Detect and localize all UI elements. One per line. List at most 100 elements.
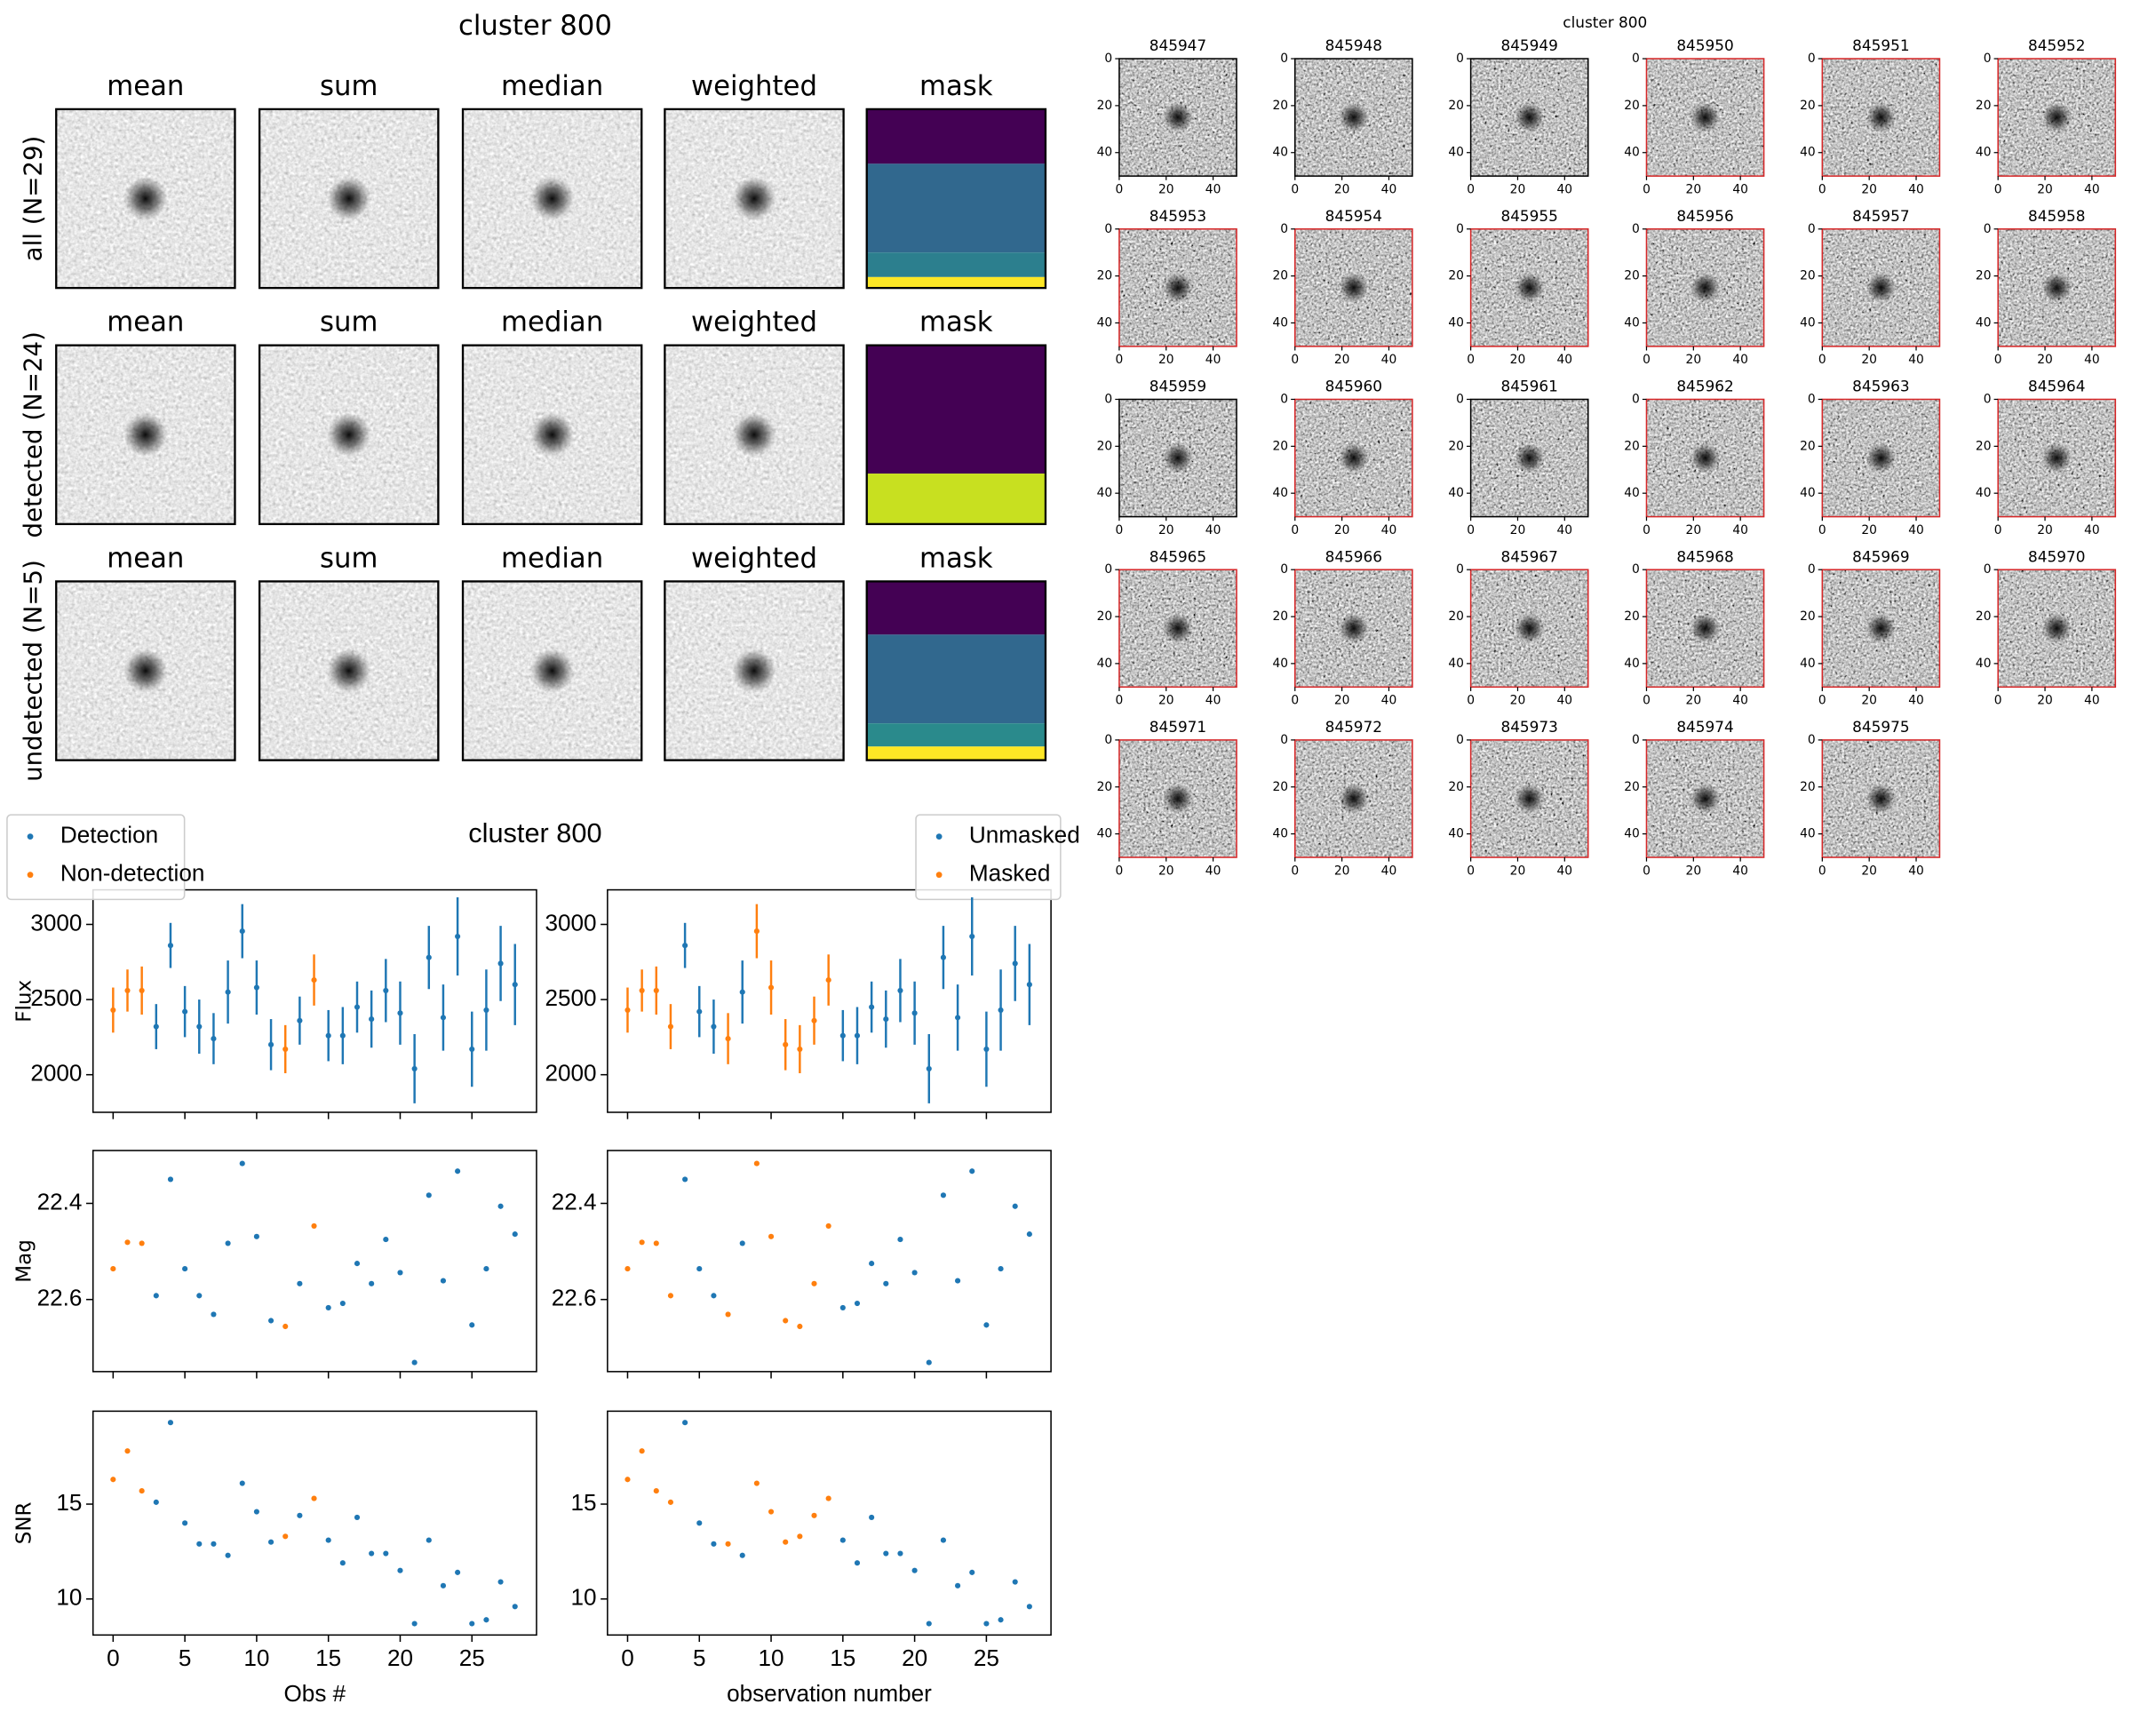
y-tick-label: 0 (1984, 52, 1992, 66)
x-tick-label: 20 (1510, 694, 1526, 708)
mask-band (866, 276, 1046, 289)
source-blob (2041, 613, 2072, 644)
point (297, 1280, 303, 1286)
source-blob (1514, 784, 1545, 814)
y-tick-label: 10 (571, 1584, 597, 1611)
y-tick-label: 20 (1097, 439, 1113, 453)
point (926, 1621, 932, 1627)
panel-frame (664, 344, 845, 526)
point (711, 1023, 717, 1030)
point (253, 1233, 259, 1239)
x-tick-label: 40 (1205, 864, 1221, 878)
x-tick-label: 40 (1908, 523, 1924, 538)
source-blob (1690, 272, 1721, 303)
x-tick-label: 20 (1861, 694, 1877, 708)
y-tick-label: 40 (1097, 146, 1113, 160)
point (426, 1537, 432, 1543)
x-tick-label: 40 (2084, 523, 2100, 538)
point (311, 1495, 317, 1501)
y-tick-label: 40 (1097, 827, 1113, 841)
point (839, 1032, 846, 1039)
point (983, 1322, 990, 1328)
point (325, 1032, 331, 1039)
y-tick-label: 20 (1097, 609, 1113, 624)
source-blob (1690, 102, 1721, 133)
source-blob (123, 412, 168, 457)
point (854, 1300, 861, 1307)
point (940, 1192, 946, 1198)
y-tick-label: 40 (1800, 146, 1816, 160)
x-tick-label: 20 (1334, 523, 1350, 538)
legend-marker (27, 833, 34, 840)
mask-band (866, 581, 1046, 635)
point (369, 1016, 375, 1023)
y-tick-label: 0 (1808, 392, 1816, 406)
point (682, 943, 688, 949)
stamp-id: 845964 (2028, 378, 2085, 395)
x-tick-label: 20 (1158, 183, 1174, 197)
source-blob (530, 412, 575, 457)
stamp-frame (1294, 228, 1413, 347)
panel-frame (865, 580, 1047, 761)
stamp-frame (1469, 398, 1589, 518)
y-tick-label: 20 (1976, 609, 1992, 624)
y-tick-label: 0 (1104, 222, 1112, 236)
y-tick-label: 0 (1280, 52, 1288, 66)
x-tick-label: 20 (1158, 353, 1174, 367)
x-tick-label: 0 (1818, 523, 1826, 538)
y-tick-label: 0 (1104, 52, 1112, 66)
x-tick-label: 40 (1381, 694, 1397, 708)
x-tick-label: 40 (1381, 183, 1397, 197)
x-tick-label: 20 (2037, 353, 2053, 367)
stamp-id: 845956 (1676, 207, 1733, 225)
stamp-id: 845973 (1500, 718, 1557, 736)
point (167, 943, 174, 949)
legend-label: Non-detection (60, 860, 205, 887)
point (639, 1239, 645, 1246)
x-tick-label: 20 (1686, 353, 1702, 367)
point (983, 1621, 990, 1627)
x-tick-label: 0 (1291, 183, 1299, 197)
stamp-id: 845954 (1325, 207, 1382, 225)
source-blob (123, 649, 168, 693)
point (397, 1010, 403, 1016)
point (969, 933, 975, 940)
point (624, 1265, 631, 1272)
point (839, 1537, 846, 1543)
point (725, 1311, 731, 1318)
source-blob (1338, 784, 1369, 814)
x-tick-label: 0 (1643, 353, 1651, 367)
y-tick-label: 0 (1456, 222, 1464, 236)
stamp-id: 845969 (1852, 547, 1909, 565)
point (339, 1560, 346, 1566)
point (455, 1168, 461, 1175)
point (983, 1046, 990, 1052)
y-tick-label: 20 (1448, 269, 1464, 283)
stamp-frame (1821, 228, 1941, 347)
y-tick-label: 10 (56, 1584, 82, 1611)
point (139, 1487, 145, 1494)
source-blob (1866, 272, 1897, 303)
point (926, 1359, 932, 1366)
x-tick-label: 0 (1818, 694, 1826, 708)
point (282, 1323, 289, 1330)
y-axis-label: SNR (12, 1501, 36, 1544)
y-tick-label: 22.6 (552, 1285, 597, 1311)
point (239, 928, 245, 935)
stamp-frame (1645, 739, 1765, 858)
stamp-id: 845968 (1676, 547, 1733, 565)
y-tick-label: 0 (1280, 562, 1288, 577)
y-tick-label: 0 (1632, 222, 1640, 236)
point (139, 1240, 145, 1246)
y-tick-label: 20 (1800, 609, 1816, 624)
stamp-id: 845966 (1325, 547, 1382, 565)
stamp-id: 845959 (1150, 378, 1206, 395)
point (883, 1016, 889, 1023)
point (883, 1280, 889, 1286)
x-tick-label: 40 (1381, 864, 1397, 878)
point (1012, 1203, 1018, 1209)
stamp-id: 845958 (2028, 207, 2085, 225)
y-tick-label: 0 (1280, 392, 1288, 406)
stamp-frame (1118, 739, 1237, 858)
